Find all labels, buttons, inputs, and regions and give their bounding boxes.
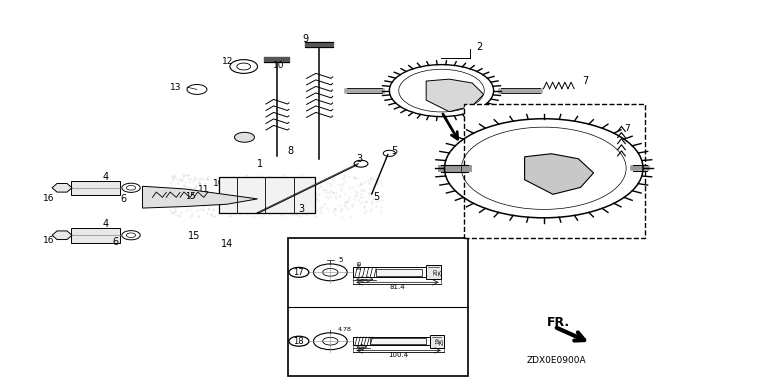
Text: 15: 15 <box>186 192 196 201</box>
Text: 14: 14 <box>220 238 233 249</box>
Text: 25: 25 <box>440 338 445 345</box>
Text: 5: 5 <box>391 146 397 156</box>
Polygon shape <box>52 231 72 240</box>
Text: FR.: FR. <box>547 316 570 329</box>
Text: 12: 12 <box>222 57 233 66</box>
Text: 4: 4 <box>103 172 109 182</box>
Text: 10: 10 <box>273 61 284 70</box>
Text: 6: 6 <box>121 194 127 204</box>
Bar <box>353 267 426 277</box>
Text: 16: 16 <box>43 194 55 203</box>
Bar <box>465 104 644 238</box>
Bar <box>430 335 444 348</box>
Bar <box>219 177 315 213</box>
Text: 19: 19 <box>535 175 548 185</box>
Text: ZDX0E0900A: ZDX0E0900A <box>527 356 586 365</box>
Bar <box>492 179 521 182</box>
Text: 1: 1 <box>257 159 263 169</box>
Text: 4.78: 4.78 <box>337 327 351 332</box>
Text: 11: 11 <box>198 185 210 194</box>
Text: 4: 4 <box>103 219 109 229</box>
Text: 7: 7 <box>624 124 630 133</box>
Text: 10: 10 <box>214 179 225 188</box>
Bar <box>376 268 422 276</box>
Text: 100.4: 100.4 <box>389 352 409 358</box>
Polygon shape <box>52 184 72 192</box>
Bar <box>353 337 430 346</box>
Text: 2: 2 <box>477 42 483 52</box>
Bar <box>370 338 426 344</box>
Polygon shape <box>426 79 484 112</box>
Bar <box>288 238 468 376</box>
Text: 3: 3 <box>356 154 362 164</box>
Polygon shape <box>143 186 257 208</box>
Text: 3: 3 <box>298 204 304 214</box>
Text: 19: 19 <box>435 337 440 344</box>
Text: 6: 6 <box>113 237 119 247</box>
Text: 9: 9 <box>303 34 309 44</box>
Text: 5: 5 <box>339 257 343 263</box>
Text: 17: 17 <box>358 347 366 352</box>
Text: 81.4: 81.4 <box>389 284 406 290</box>
Text: 16: 16 <box>43 237 55 245</box>
Circle shape <box>234 132 254 142</box>
Text: M8: M8 <box>357 260 362 269</box>
Text: 13: 13 <box>170 83 181 92</box>
Text: 7: 7 <box>582 76 589 86</box>
Text: 5: 5 <box>373 192 379 202</box>
Bar <box>426 265 442 279</box>
Polygon shape <box>71 228 120 243</box>
Text: 18: 18 <box>293 337 304 346</box>
Text: 17: 17 <box>293 268 304 277</box>
Text: 8: 8 <box>287 146 293 156</box>
Text: 20: 20 <box>434 268 439 275</box>
Text: 15: 15 <box>187 231 200 241</box>
Polygon shape <box>525 154 594 194</box>
Text: 25: 25 <box>439 269 443 276</box>
Polygon shape <box>71 180 120 195</box>
Text: 23: 23 <box>361 280 369 285</box>
